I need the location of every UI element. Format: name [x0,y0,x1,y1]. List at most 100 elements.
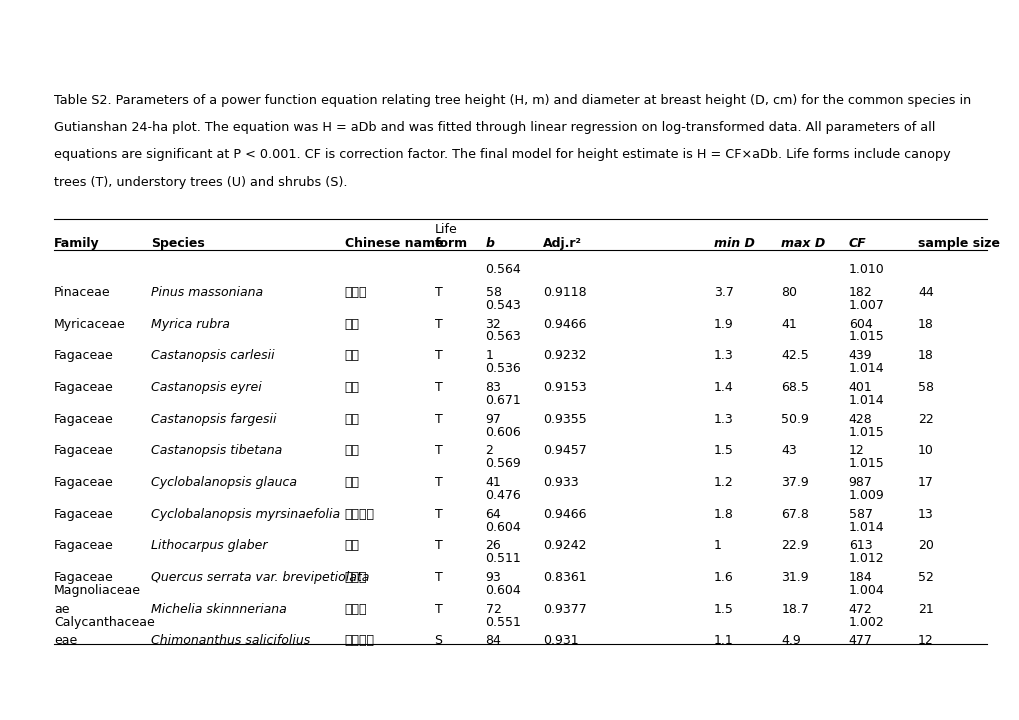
Text: 0.543: 0.543 [485,299,521,312]
Text: 1.004: 1.004 [848,584,883,597]
Text: 0.931: 0.931 [542,634,578,647]
Text: T: T [434,603,442,616]
Text: Pinus massoniana: Pinus massoniana [151,286,263,299]
Text: 魃栅: 魃栅 [344,444,360,457]
Text: 1.3: 1.3 [713,413,733,426]
Text: 67.8: 67.8 [781,508,808,521]
Text: 1.015: 1.015 [848,426,883,438]
Text: 83: 83 [485,381,501,394]
Text: 1.015: 1.015 [848,457,883,470]
Text: 22: 22 [917,413,932,426]
Text: T: T [434,286,442,299]
Text: trees (T), understory trees (U) and shrubs (S).: trees (T), understory trees (U) and shru… [54,176,347,189]
Text: Calycanthaceae: Calycanthaceae [54,616,155,629]
Text: T: T [434,571,442,584]
Text: 10: 10 [917,444,933,457]
Text: 柳叶蜡梅: 柳叶蜡梅 [344,634,374,647]
Text: T: T [434,381,442,394]
Text: 68.5: 68.5 [781,381,808,394]
Text: 1.007: 1.007 [848,299,883,312]
Text: 18: 18 [917,349,933,362]
Text: 439: 439 [848,349,871,362]
Text: 0.9466: 0.9466 [542,508,586,521]
Text: 1.9: 1.9 [713,318,733,330]
Text: 1.012: 1.012 [848,552,883,565]
Text: 细叶青冈: 细叶青冈 [344,508,374,521]
Text: 587: 587 [848,508,872,521]
Text: sample size: sample size [917,237,999,250]
Text: 0.569: 0.569 [485,457,521,470]
Text: 0.9466: 0.9466 [542,318,586,330]
Text: Family: Family [54,237,100,250]
Text: Life: Life [434,223,457,236]
Text: Fagaceae: Fagaceae [54,508,114,521]
Text: 13: 13 [917,508,932,521]
Text: 1.010: 1.010 [848,263,883,276]
Text: Myrica rubra: Myrica rubra [151,318,229,330]
Text: 甜橘: 甜橘 [344,381,360,394]
Text: 428: 428 [848,413,871,426]
Text: 1.4: 1.4 [713,381,733,394]
Text: Castanopsis carlesii: Castanopsis carlesii [151,349,274,362]
Text: 0.8361: 0.8361 [542,571,586,584]
Text: Castanopsis fargesii: Castanopsis fargesii [151,413,276,426]
Text: 401: 401 [848,381,871,394]
Text: Cyclobalanopsis glauca: Cyclobalanopsis glauca [151,476,297,489]
Text: 0.511: 0.511 [485,552,521,565]
Text: 31.9: 31.9 [781,571,808,584]
Text: 0.9153: 0.9153 [542,381,586,394]
Text: 477: 477 [848,634,871,647]
Text: Species: Species [151,237,205,250]
Text: Fagaceae: Fagaceae [54,381,114,394]
Text: 1.014: 1.014 [848,362,883,375]
Text: 1.5: 1.5 [713,444,733,457]
Text: Adj.r²: Adj.r² [542,237,581,250]
Text: 0.604: 0.604 [485,521,521,534]
Text: 0.536: 0.536 [485,362,521,375]
Text: 0.9242: 0.9242 [542,539,586,552]
Text: 0.933: 0.933 [542,476,578,489]
Text: Chinese name: Chinese name [344,237,443,250]
Text: ae: ae [54,603,69,616]
Text: T: T [434,444,442,457]
Text: 0.476: 0.476 [485,489,521,502]
Text: 0.9118: 0.9118 [542,286,586,299]
Text: 栅树: 栅树 [344,413,360,426]
Text: Castanopsis tibetana: Castanopsis tibetana [151,444,282,457]
Text: 0.671: 0.671 [485,394,521,407]
Text: T: T [434,508,442,521]
Text: 18.7: 18.7 [781,603,808,616]
Text: 93: 93 [485,571,500,584]
Text: T: T [434,349,442,362]
Text: Michelia skinnneriana: Michelia skinnneriana [151,603,286,616]
Text: 43: 43 [781,444,796,457]
Text: 21: 21 [917,603,932,616]
Text: 0.9377: 0.9377 [542,603,586,616]
Text: Fagaceae: Fagaceae [54,444,114,457]
Text: form: form [434,237,467,250]
Text: 米橘: 米橘 [344,349,360,362]
Text: T: T [434,413,442,426]
Text: Fagaceae: Fagaceae [54,539,114,552]
Text: 0.604: 0.604 [485,584,521,597]
Text: T: T [434,318,442,330]
Text: Myricaceae: Myricaceae [54,318,125,330]
Text: 1.3: 1.3 [713,349,733,362]
Text: Fagaceae: Fagaceae [54,349,114,362]
Text: 72: 72 [485,603,501,616]
Text: 12: 12 [848,444,863,457]
Text: 50.9: 50.9 [781,413,808,426]
Text: 12: 12 [917,634,932,647]
Text: 22.9: 22.9 [781,539,808,552]
Text: 3.7: 3.7 [713,286,733,299]
Text: 1.009: 1.009 [848,489,883,502]
Text: 64: 64 [485,508,500,521]
Text: Gutianshan 24-ha plot. The equation was H = aDb and was fitted through linear re: Gutianshan 24-ha plot. The equation was … [54,121,934,134]
Text: 1: 1 [485,349,493,362]
Text: 0.563: 0.563 [485,330,521,343]
Text: equations are significant at P < 0.001. CF is correction factor. The final model: equations are significant at P < 0.001. … [54,148,950,161]
Text: 18: 18 [917,318,933,330]
Text: 182: 182 [848,286,871,299]
Text: 0.551: 0.551 [485,616,521,629]
Text: 52: 52 [917,571,933,584]
